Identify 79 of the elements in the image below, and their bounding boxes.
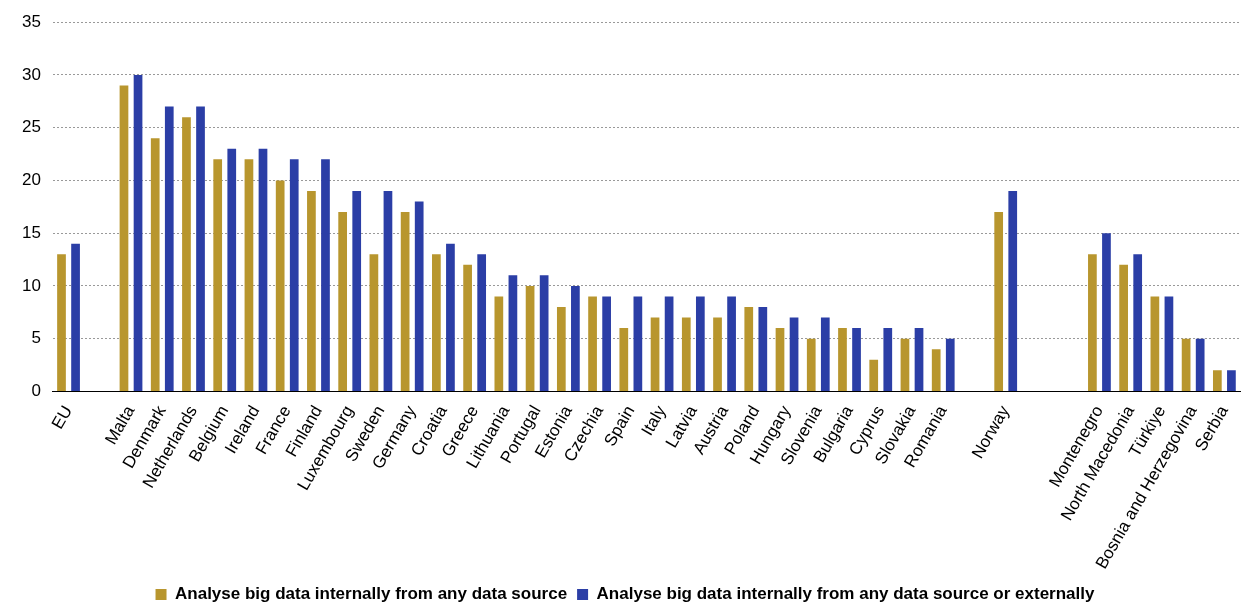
bar xyxy=(525,285,535,391)
bar xyxy=(196,106,205,391)
bar xyxy=(1088,254,1097,391)
bar xyxy=(213,159,223,391)
bar xyxy=(727,296,736,391)
bar xyxy=(806,338,816,391)
bar xyxy=(1119,264,1128,391)
bar xyxy=(1195,338,1205,391)
bar xyxy=(650,317,660,391)
bar xyxy=(432,254,441,391)
bar xyxy=(383,190,393,391)
bar xyxy=(338,212,348,391)
bar xyxy=(57,254,66,391)
bar xyxy=(321,159,330,391)
bar xyxy=(1212,370,1222,391)
bar xyxy=(539,275,549,391)
bar xyxy=(258,148,268,391)
bar xyxy=(852,328,861,391)
bar xyxy=(994,212,1004,391)
bar xyxy=(227,148,237,391)
bar xyxy=(1227,370,1236,391)
bar xyxy=(883,328,893,391)
bar xyxy=(182,117,191,391)
x-tick-label: EU xyxy=(47,402,77,433)
bar xyxy=(446,243,455,391)
bar xyxy=(1150,296,1160,391)
bar xyxy=(900,338,910,391)
bar xyxy=(1164,296,1174,391)
bar xyxy=(463,264,472,391)
bar xyxy=(869,359,879,391)
y-tick-label: 20 xyxy=(21,170,41,190)
bar xyxy=(133,74,143,391)
bar xyxy=(414,201,424,391)
bar xyxy=(119,85,129,391)
bar xyxy=(775,328,785,391)
bar xyxy=(164,106,174,391)
bar xyxy=(602,296,611,391)
bar xyxy=(71,243,80,391)
bar xyxy=(400,212,410,391)
bar xyxy=(664,296,674,391)
bar xyxy=(619,328,629,391)
y-tick-label: 30 xyxy=(21,64,41,84)
bar xyxy=(838,328,847,391)
bar xyxy=(713,317,722,391)
bar xyxy=(820,317,830,391)
bar xyxy=(1133,254,1143,391)
bar xyxy=(150,138,160,391)
bar xyxy=(914,328,924,391)
y-tick-label: 10 xyxy=(21,275,41,295)
bar xyxy=(789,317,799,391)
bar xyxy=(681,317,691,391)
bar xyxy=(1102,233,1111,391)
bar xyxy=(1008,190,1018,391)
bar xyxy=(571,285,580,391)
bar xyxy=(477,254,487,391)
bar xyxy=(275,180,285,391)
bar xyxy=(588,296,597,391)
bar xyxy=(931,349,941,391)
legend-label: Analyse big data internally from any data source xyxy=(175,584,568,604)
bar xyxy=(244,159,254,391)
bar xyxy=(494,296,504,391)
bar xyxy=(633,296,643,391)
bar xyxy=(508,275,518,391)
y-tick-label: 25 xyxy=(21,117,41,137)
legend-label: Analyse big data internally from any data source or externally xyxy=(596,584,1096,604)
bar xyxy=(945,338,955,391)
bar xyxy=(1181,338,1191,391)
bar xyxy=(352,190,362,391)
bar xyxy=(758,307,768,391)
bar xyxy=(744,307,754,391)
bar xyxy=(695,296,705,391)
y-tick-label: 35 xyxy=(21,11,41,31)
bar xyxy=(289,159,299,391)
y-tick-label: 15 xyxy=(21,222,41,242)
y-tick-label: 5 xyxy=(31,328,41,348)
y-tick-label: 0 xyxy=(31,381,41,401)
bar xyxy=(307,190,316,391)
bar xyxy=(556,307,566,391)
bar xyxy=(369,254,379,391)
